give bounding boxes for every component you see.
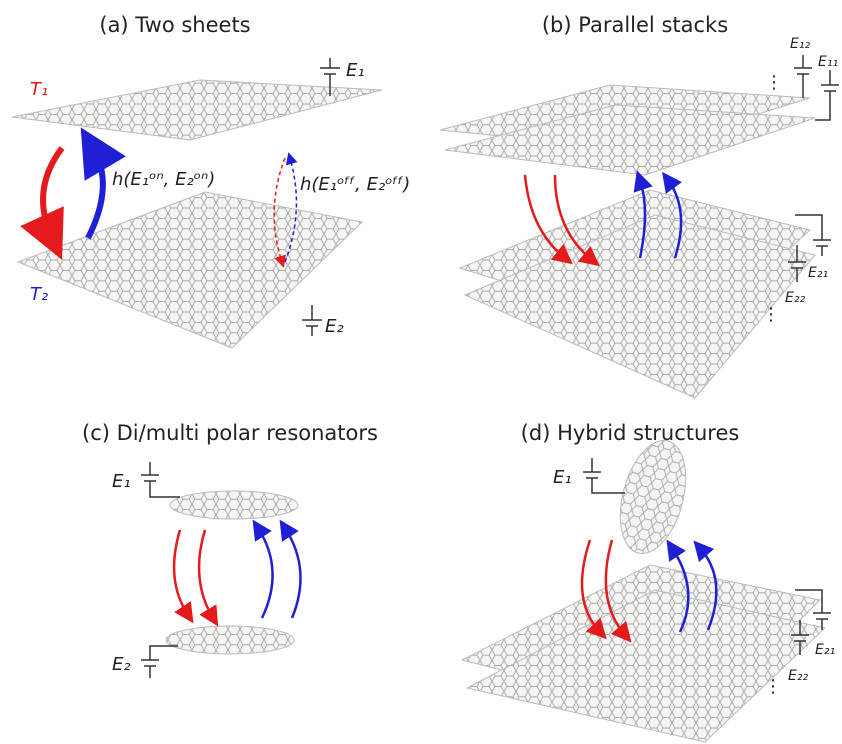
- ellipsis: ⋮: [765, 72, 783, 93]
- panel-title: (c) Di/multi polar resonators: [82, 421, 378, 445]
- label: E₁₁: [818, 54, 838, 70]
- label: E₂: [112, 654, 131, 675]
- label: E₂: [325, 316, 344, 337]
- panel-title: (a) Two sheets: [99, 13, 250, 37]
- panel-title: (b) Parallel stacks: [542, 13, 728, 37]
- disk: [166, 626, 294, 654]
- arrow: [174, 530, 188, 615]
- label: E₁: [553, 467, 572, 488]
- label: T₂: [30, 284, 48, 305]
- arrow: [285, 528, 301, 618]
- arrow: [258, 528, 273, 618]
- disk: [609, 433, 697, 561]
- ellipsis: ⋮: [762, 304, 780, 325]
- arrow: [199, 530, 213, 618]
- disk: [170, 491, 298, 519]
- ellipsis: ⋮: [764, 676, 782, 697]
- label: E₂₂: [788, 668, 808, 684]
- label: E₂₁: [815, 642, 835, 658]
- label: h(E₁ᵒᶠᶠ, E₂ᵒᶠᶠ): [300, 174, 410, 195]
- arrow: [88, 148, 103, 238]
- figure: (a) Two sheets T₁ T₂ h(E₁ᵒⁿ, E₂ᵒⁿ) h(E₁ᵒ…: [0, 0, 842, 744]
- label: E₂₁: [808, 265, 828, 281]
- label: E₂₂: [785, 290, 805, 306]
- panel-title: (d) Hybrid structures: [521, 421, 740, 445]
- sheet: [12, 80, 382, 140]
- sheet: [18, 192, 362, 348]
- label: E₁₂: [790, 36, 810, 52]
- battery: [302, 305, 322, 336]
- arrow: [43, 148, 62, 238]
- label: T₁: [30, 79, 48, 100]
- label: h(E₁ᵒⁿ, E₂ᵒⁿ): [112, 169, 215, 190]
- label: E₁: [112, 471, 131, 492]
- label: E₁: [346, 60, 365, 81]
